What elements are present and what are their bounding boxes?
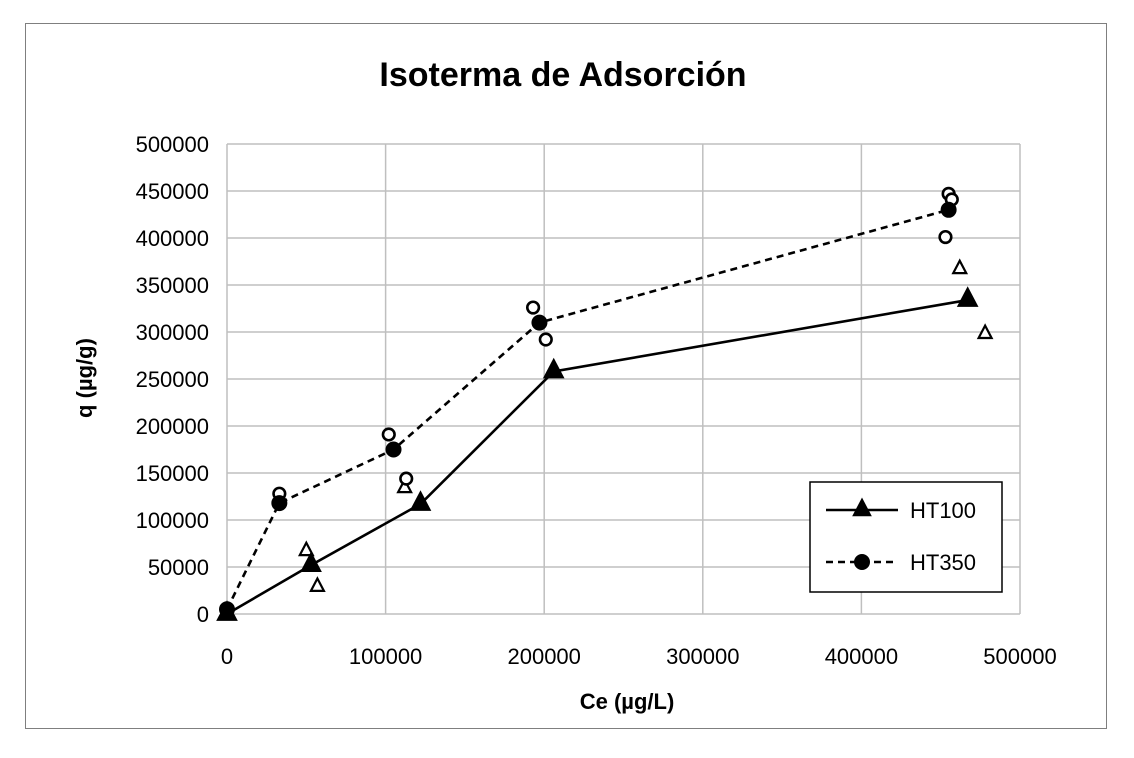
y-tick-label: 400000 [136,226,209,251]
data-point-ht100 [409,490,432,511]
y-tick-label: 350000 [136,273,209,298]
y-tick-label: 50000 [148,555,209,580]
replicate-point-ht100 [297,540,315,557]
replicate-point-ht100 [396,477,413,494]
y-tick-label: 450000 [136,179,209,204]
legend-item-ht100: HT100 [826,497,976,523]
data-point-ht350 [531,314,548,331]
legend: HT100 HT350 [809,481,1003,593]
data-point-ht100 [956,286,979,307]
data-point-ht100 [542,357,565,379]
chart-area [25,23,1107,729]
x-tick-label: 500000 [983,644,1056,669]
tick-labels: 0 50000 100000 150000 200000 250000 300000 3500… [136,132,1057,669]
data-point-ht350 [385,441,402,458]
x-tick-label: 400000 [825,644,898,669]
y-tick-label: 300000 [136,320,209,345]
y-tick-label: 500000 [136,132,209,157]
y-tick-label: 200000 [136,414,209,439]
series-markers [216,186,994,621]
data-point-ht350 [271,495,288,512]
y-tick-label: 100000 [136,508,209,533]
legend-label: HT100 [910,498,976,523]
x-tick-label: 100000 [349,644,422,669]
x-tick-label: 0 [221,644,233,669]
x-axis-title: Ce (µg/L) [580,689,675,714]
chart-title: Isoterma de Adsorción [379,56,746,94]
x-tick-label: 200000 [507,644,580,669]
gridlines [226,143,1021,615]
data-point-ht100 [300,551,322,572]
replicate-point-ht100 [951,258,969,275]
y-tick-label: 250000 [136,367,209,392]
replicate-point-ht350 [381,427,396,442]
x-tick-label: 300000 [666,644,739,669]
y-tick-label: 150000 [136,461,209,486]
legend-label: HT350 [910,550,976,575]
replicate-point-ht350 [538,332,553,347]
data-point-ht350 [940,201,957,218]
legend-box [809,481,1003,593]
replicate-point-ht350 [938,229,953,245]
replicate-point-ht350 [399,471,414,486]
replicate-point-ht100 [976,323,994,340]
y-axis-title: q (µg/g) [72,338,97,418]
y-tick-label: 0 [197,602,209,627]
replicate-point-ht100 [309,576,326,592]
data-point-ht350 [219,601,235,618]
legend-marker [852,497,872,517]
replicate-point-ht350 [525,300,541,315]
legend-marker [854,554,870,570]
legend-item-ht350: HT350 [826,550,976,575]
